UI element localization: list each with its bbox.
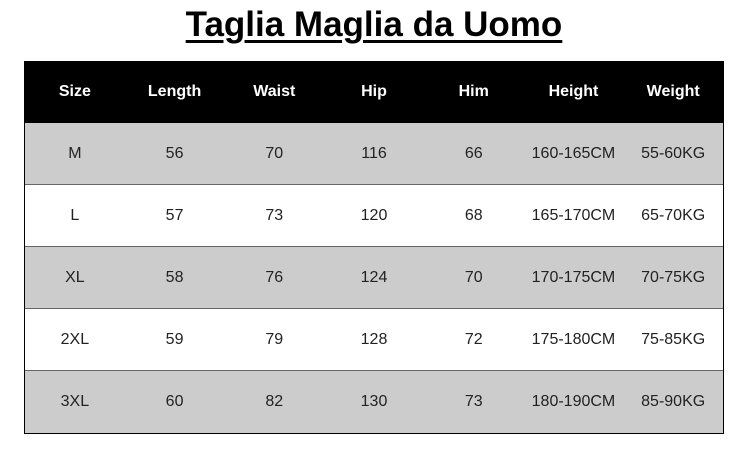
table-cell: 79 bbox=[265, 330, 284, 348]
table-cell: 73 bbox=[464, 393, 483, 410]
table-cell: 57 bbox=[165, 206, 184, 224]
column-header: Waist bbox=[253, 83, 296, 100]
table-cell: 2XL bbox=[60, 330, 90, 348]
table-cell: 75-85KG bbox=[641, 330, 706, 348]
table-cell: 128 bbox=[360, 330, 388, 348]
table-cell: 60 bbox=[165, 393, 184, 410]
column-header: Height bbox=[548, 83, 599, 100]
table-cell: 120 bbox=[360, 206, 388, 224]
table-cell: 116 bbox=[361, 144, 387, 162]
table-cell: 56 bbox=[165, 144, 184, 162]
title-text: Taglia Maglia da Uomo bbox=[185, 5, 563, 44]
table-cell: 170-175CM bbox=[531, 268, 616, 286]
table-cell: 65-70KG bbox=[641, 206, 706, 224]
page-title: Taglia Maglia da Uomo bbox=[0, 5, 748, 45]
table-cell: 68 bbox=[464, 206, 483, 224]
table-cell: 180-190CM bbox=[531, 393, 616, 410]
table-cell: 3XL bbox=[60, 393, 90, 410]
table-cell: 73 bbox=[265, 206, 284, 224]
table-row: XL 58 76 124 70 170-175CM 70-75KG bbox=[25, 247, 723, 309]
table-cell: 76 bbox=[265, 268, 284, 286]
table-cell: 175-180CM bbox=[531, 330, 616, 348]
table-cell: 82 bbox=[265, 393, 284, 410]
table-cell: 58 bbox=[165, 268, 184, 286]
table-cell: XL bbox=[65, 268, 85, 286]
table-cell: 70 bbox=[464, 268, 483, 286]
table-cell: 70-75KG bbox=[641, 268, 706, 286]
size-table: Size Length Waist Hip Him Height Weight M 56 70 11… bbox=[24, 61, 724, 434]
header-row: Size Length Waist Hip Him Height Weight bbox=[25, 61, 723, 123]
table-row: 3XL 60 82 130 73 180-190CM 85-90KG bbox=[25, 371, 723, 433]
table-cell: 66 bbox=[464, 144, 483, 162]
table-cell: 124 bbox=[360, 268, 388, 286]
table-cell: 59 bbox=[165, 330, 184, 348]
table-cell: 130 bbox=[360, 393, 388, 410]
table-row: 2XL 59 79 128 72 175-180CM 75-85KG bbox=[25, 309, 723, 371]
table-cell: M bbox=[68, 144, 82, 162]
table-cell: 70 bbox=[265, 144, 284, 162]
table-cell: L bbox=[70, 206, 80, 224]
column-header: Length bbox=[147, 83, 202, 100]
table-cell: 160-165CM bbox=[531, 144, 616, 162]
table-cell: 72 bbox=[464, 330, 483, 348]
column-header: Size bbox=[58, 83, 91, 100]
table-cell: 165-170CM bbox=[531, 206, 616, 224]
column-header: Hip bbox=[361, 83, 387, 100]
table-row: L 57 73 120 68 165-170CM 65-70KG bbox=[25, 185, 723, 247]
table-row: M 56 70 116 66 160-165CM 55-60KG bbox=[25, 123, 723, 185]
column-header: Weight bbox=[646, 83, 700, 100]
column-header: Him bbox=[458, 83, 489, 100]
table-cell: 85-90KG bbox=[641, 393, 706, 410]
table-cell: 55-60KG bbox=[641, 144, 706, 162]
